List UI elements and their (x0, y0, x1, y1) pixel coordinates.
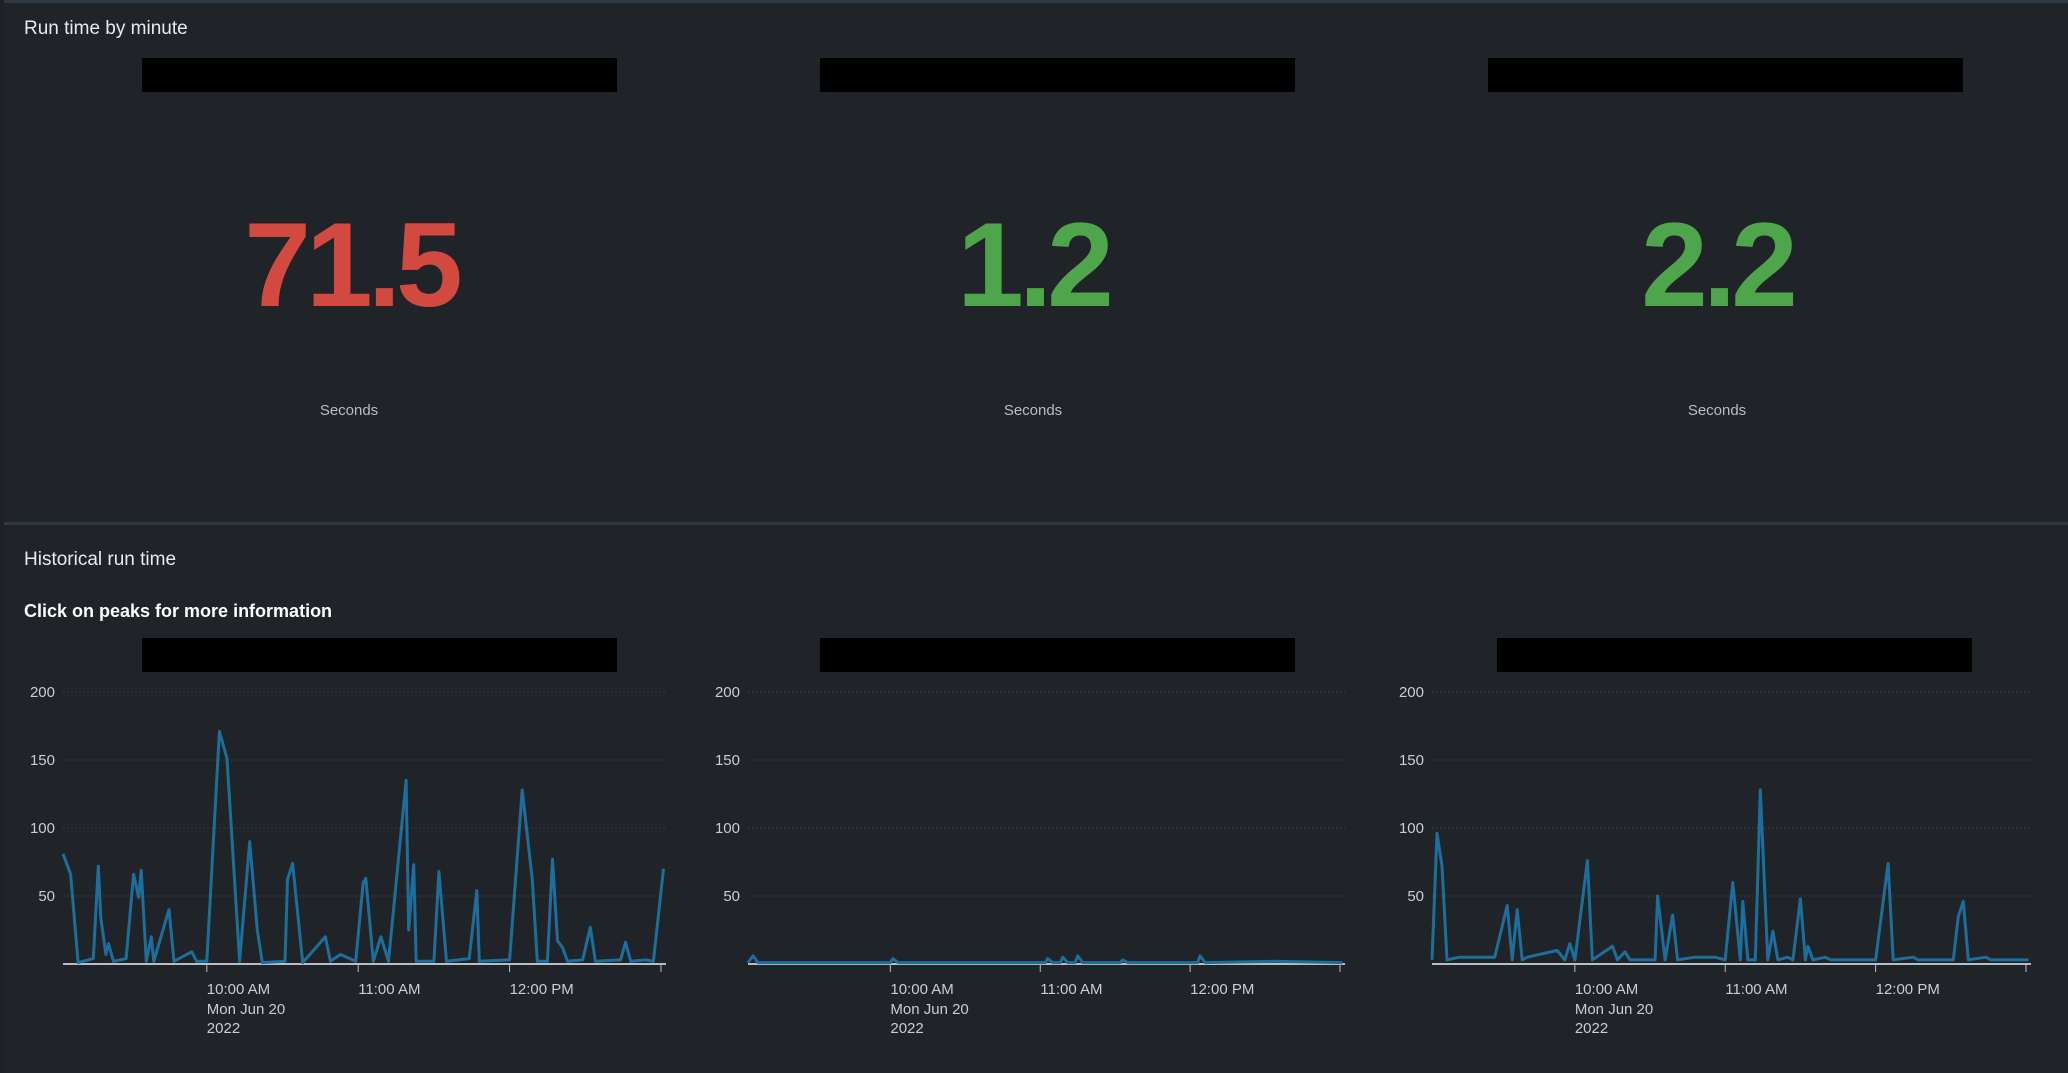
y-tick-label: 50 (38, 888, 55, 905)
series-line[interactable] (746, 954, 1343, 965)
panel-title: Run time by minute (24, 18, 188, 39)
x-tick-label: 12:00 PM (510, 981, 574, 998)
x-tick-label: 12:00 PM (1876, 981, 1940, 998)
single-unit-2: Seconds (1003, 402, 1063, 419)
x-tick-sublabel: Mon Jun 20 (890, 1001, 968, 1018)
historical-chart-2[interactable]: 50 100 150 200 10:00 AM Mon Jun 20 2022 11:00 A… (715, 684, 1345, 1037)
redacted-title-bar (820, 58, 1295, 92)
x-tick-sublabel: 2022 (207, 1020, 240, 1037)
x-tick-sublabel: 2022 (890, 1020, 923, 1037)
x-tick-label: 10:00 AM (1575, 981, 1638, 998)
x-tick-sublabel: Mon Jun 20 (207, 1001, 285, 1018)
single-value-2[interactable]: 1.2 (957, 198, 1114, 332)
x-tick-label: 12:00 PM (1190, 981, 1254, 998)
y-tick-label: 200 (30, 684, 55, 701)
y-tick-label: 200 (715, 684, 740, 701)
y-tick-label: 150 (30, 752, 55, 769)
single-unit-1: Seconds (319, 402, 379, 419)
x-tick-label: 11:00 AM (358, 981, 420, 998)
panel-title: Historical run time (24, 549, 177, 570)
y-tick-label: 200 (1399, 684, 1424, 701)
y-tick-label: 100 (30, 820, 55, 837)
y-tick-label: 50 (723, 888, 740, 905)
y-tick-label: 50 (1407, 888, 1424, 905)
series-line[interactable] (61, 729, 665, 965)
redacted-title-bar (1497, 638, 1972, 672)
x-tick-label: 10:00 AM (207, 981, 270, 998)
panel-subtitle: Click on peaks for more information (24, 601, 333, 621)
y-tick-label: 100 (1399, 820, 1424, 837)
x-tick-label: 11:00 AM (1725, 981, 1787, 998)
redacted-title-bar (820, 638, 1295, 672)
single-value-1[interactable]: 71.5 (244, 198, 463, 332)
x-tick-sublabel: 2022 (1575, 1020, 1608, 1037)
y-tick-label: 150 (715, 752, 740, 769)
redacted-title-bar (142, 638, 617, 672)
redacted-title-bar (1488, 58, 1963, 92)
x-tick-label: 10:00 AM (890, 981, 953, 998)
historical-run-time-panel: Historical run time Click on peaks for m… (4, 522, 2068, 1073)
single-unit-3: Seconds (1687, 402, 1747, 419)
historical-chart-1[interactable]: 50 100 150 200 10:00 AM Mon Jun 20 2022 11:00 A… (30, 684, 666, 1037)
redacted-title-bar (142, 58, 617, 92)
y-tick-label: 150 (1399, 752, 1424, 769)
historical-chart-3[interactable]: 50 100 150 200 10:00 AM Mon Jun 20 2022 11:00 A… (1399, 684, 2031, 1037)
x-tick-label: 11:00 AM (1040, 981, 1102, 998)
series-line[interactable] (1430, 788, 2029, 962)
y-tick-label: 100 (715, 820, 740, 837)
x-tick-sublabel: Mon Jun 20 (1575, 1001, 1653, 1018)
single-value-3[interactable]: 2.2 (1641, 198, 1798, 332)
